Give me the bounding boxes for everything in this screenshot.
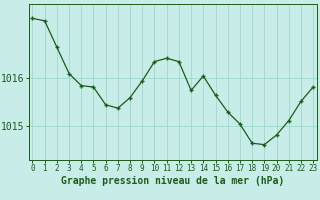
X-axis label: Graphe pression niveau de la mer (hPa): Graphe pression niveau de la mer (hPa): [61, 176, 284, 186]
